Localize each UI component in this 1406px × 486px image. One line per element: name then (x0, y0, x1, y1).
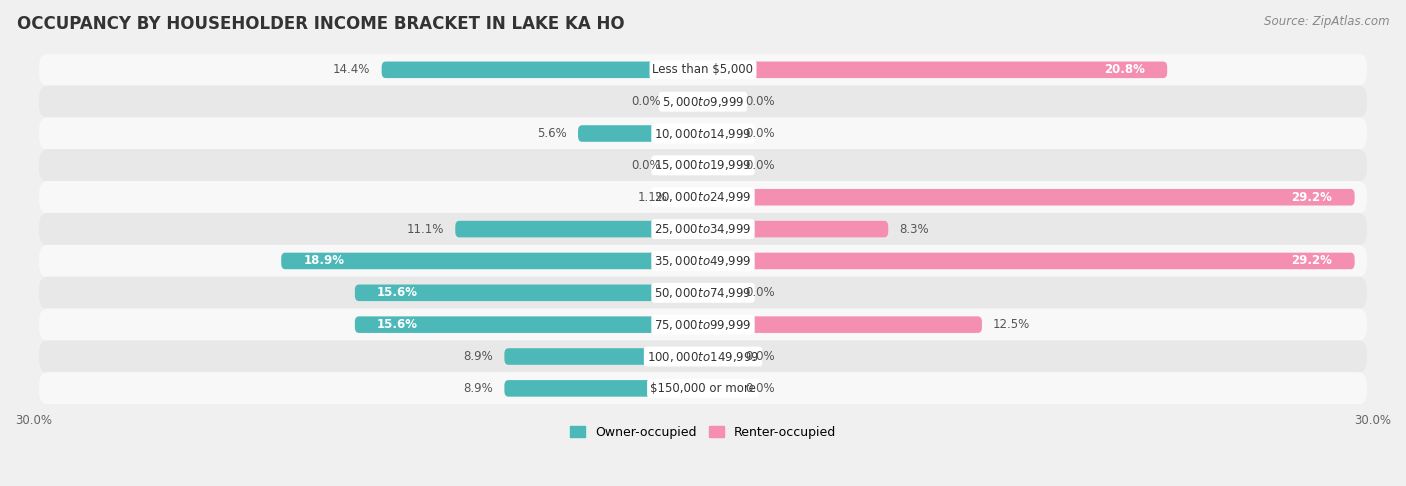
FancyBboxPatch shape (39, 86, 1367, 118)
FancyBboxPatch shape (456, 221, 703, 237)
FancyBboxPatch shape (39, 277, 1367, 309)
Text: Source: ZipAtlas.com: Source: ZipAtlas.com (1264, 15, 1389, 28)
FancyBboxPatch shape (354, 284, 703, 301)
Text: 0.0%: 0.0% (745, 159, 775, 172)
Legend: Owner-occupied, Renter-occupied: Owner-occupied, Renter-occupied (565, 420, 841, 444)
FancyBboxPatch shape (703, 157, 737, 174)
FancyBboxPatch shape (39, 117, 1367, 150)
FancyBboxPatch shape (39, 53, 1367, 86)
Text: 8.3%: 8.3% (900, 223, 929, 236)
Text: $25,000 to $34,999: $25,000 to $34,999 (654, 222, 752, 236)
FancyBboxPatch shape (39, 340, 1367, 373)
FancyBboxPatch shape (39, 213, 1367, 245)
FancyBboxPatch shape (281, 253, 703, 269)
Text: Less than $5,000: Less than $5,000 (652, 63, 754, 76)
Text: 20.8%: 20.8% (1104, 63, 1144, 76)
FancyBboxPatch shape (703, 253, 1354, 269)
Text: $50,000 to $74,999: $50,000 to $74,999 (654, 286, 752, 300)
Text: $75,000 to $99,999: $75,000 to $99,999 (654, 318, 752, 331)
FancyBboxPatch shape (669, 157, 703, 174)
FancyBboxPatch shape (505, 380, 703, 397)
Text: $15,000 to $19,999: $15,000 to $19,999 (654, 158, 752, 173)
Text: 8.9%: 8.9% (464, 350, 494, 363)
Text: 18.9%: 18.9% (304, 255, 344, 267)
FancyBboxPatch shape (354, 316, 703, 333)
FancyBboxPatch shape (703, 125, 737, 142)
Text: $5,000 to $9,999: $5,000 to $9,999 (662, 95, 744, 109)
Text: 1.1%: 1.1% (637, 191, 668, 204)
Text: 0.0%: 0.0% (745, 127, 775, 140)
Text: $10,000 to $14,999: $10,000 to $14,999 (654, 126, 752, 140)
FancyBboxPatch shape (703, 62, 1167, 78)
FancyBboxPatch shape (679, 189, 703, 206)
FancyBboxPatch shape (39, 181, 1367, 213)
Text: 29.2%: 29.2% (1292, 255, 1333, 267)
Text: 29.2%: 29.2% (1292, 191, 1333, 204)
Text: $35,000 to $49,999: $35,000 to $49,999 (654, 254, 752, 268)
Text: 8.9%: 8.9% (464, 382, 494, 395)
Text: OCCUPANCY BY HOUSEHOLDER INCOME BRACKET IN LAKE KA HO: OCCUPANCY BY HOUSEHOLDER INCOME BRACKET … (17, 15, 624, 33)
Text: 5.6%: 5.6% (537, 127, 567, 140)
Text: 15.6%: 15.6% (377, 286, 418, 299)
Text: 0.0%: 0.0% (631, 159, 661, 172)
Text: 14.4%: 14.4% (333, 63, 371, 76)
FancyBboxPatch shape (39, 149, 1367, 182)
FancyBboxPatch shape (703, 221, 889, 237)
FancyBboxPatch shape (381, 62, 703, 78)
Text: 0.0%: 0.0% (745, 95, 775, 108)
FancyBboxPatch shape (39, 309, 1367, 341)
FancyBboxPatch shape (703, 380, 737, 397)
Text: $20,000 to $24,999: $20,000 to $24,999 (654, 190, 752, 204)
FancyBboxPatch shape (703, 284, 737, 301)
FancyBboxPatch shape (669, 93, 703, 110)
Text: 0.0%: 0.0% (745, 286, 775, 299)
Text: 12.5%: 12.5% (993, 318, 1031, 331)
Text: $150,000 or more: $150,000 or more (650, 382, 756, 395)
Text: 15.6%: 15.6% (377, 318, 418, 331)
FancyBboxPatch shape (578, 125, 703, 142)
FancyBboxPatch shape (703, 189, 1354, 206)
Text: 0.0%: 0.0% (631, 95, 661, 108)
Text: $100,000 to $149,999: $100,000 to $149,999 (647, 349, 759, 364)
Text: 0.0%: 0.0% (745, 350, 775, 363)
FancyBboxPatch shape (39, 372, 1367, 405)
FancyBboxPatch shape (39, 244, 1367, 277)
Text: 11.1%: 11.1% (406, 223, 444, 236)
FancyBboxPatch shape (703, 316, 981, 333)
FancyBboxPatch shape (703, 93, 737, 110)
Text: 0.0%: 0.0% (745, 382, 775, 395)
FancyBboxPatch shape (703, 348, 737, 365)
FancyBboxPatch shape (505, 348, 703, 365)
